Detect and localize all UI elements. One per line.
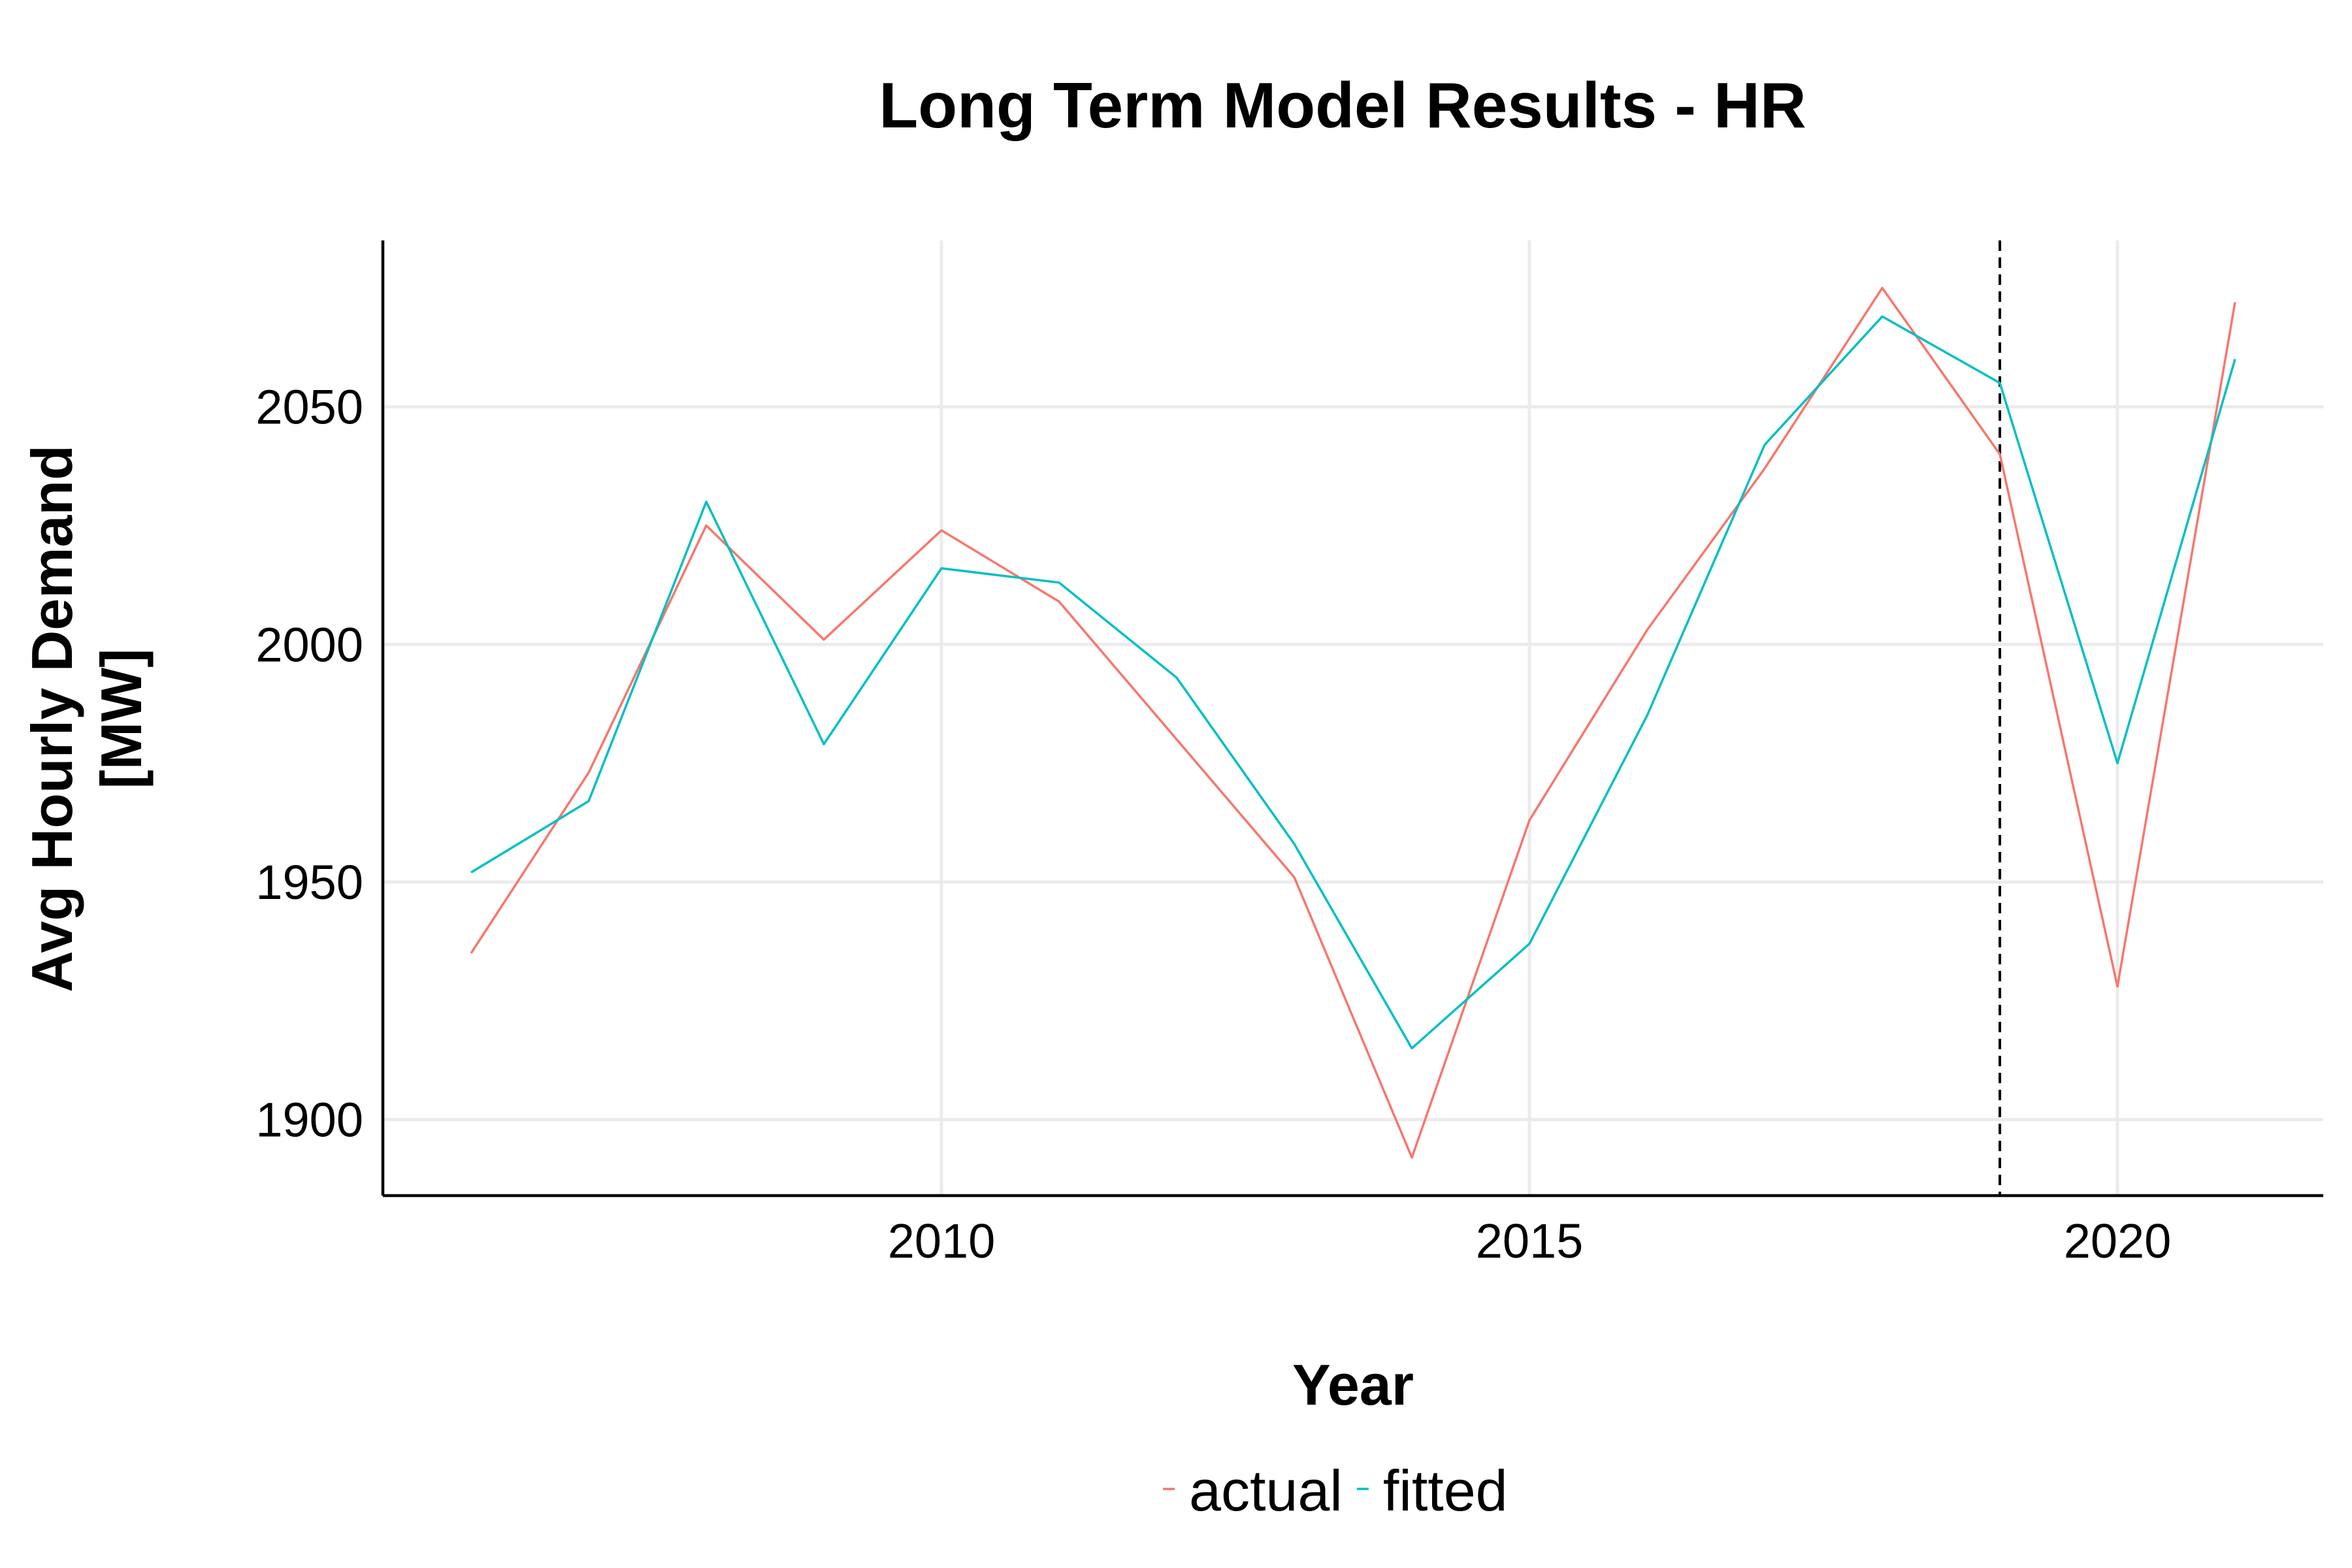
legend-label-actual: actual — [1189, 1458, 1343, 1523]
y-tick-label-1950: 1950 — [255, 855, 363, 909]
x-axis-title: Year — [1292, 1352, 1414, 1417]
legend: actual fitted — [1163, 1458, 1508, 1523]
x-tick-labels: 2010 2015 2020 — [888, 1214, 2172, 1268]
series-lines — [470, 286, 2236, 1159]
y-tick-labels: 1900 1950 2000 2050 — [255, 380, 363, 1147]
x-tick-label-2020: 2020 — [2064, 1214, 2172, 1268]
chart-title: Long Term Model Results - HR — [879, 69, 1806, 141]
legend-label-fitted: fitted — [1383, 1458, 1508, 1523]
gridlines — [383, 240, 2323, 1196]
series-line-actual — [470, 286, 2236, 1159]
series-line-fitted — [470, 315, 2236, 1050]
x-tick-label-2015: 2015 — [1476, 1214, 1584, 1268]
y-axis-title-line-1: Avg Hourly Demand — [20, 445, 84, 992]
y-axis-title-line-2: [MW] — [89, 649, 154, 789]
y-tick-label-2050: 2050 — [255, 380, 363, 434]
y-axis-title: Avg Hourly Demand [MW] — [20, 445, 154, 992]
x-tick-label-2010: 2010 — [888, 1214, 996, 1268]
y-tick-label-1900: 1900 — [255, 1093, 363, 1147]
y-tick-label-2000: 2000 — [255, 617, 363, 672]
